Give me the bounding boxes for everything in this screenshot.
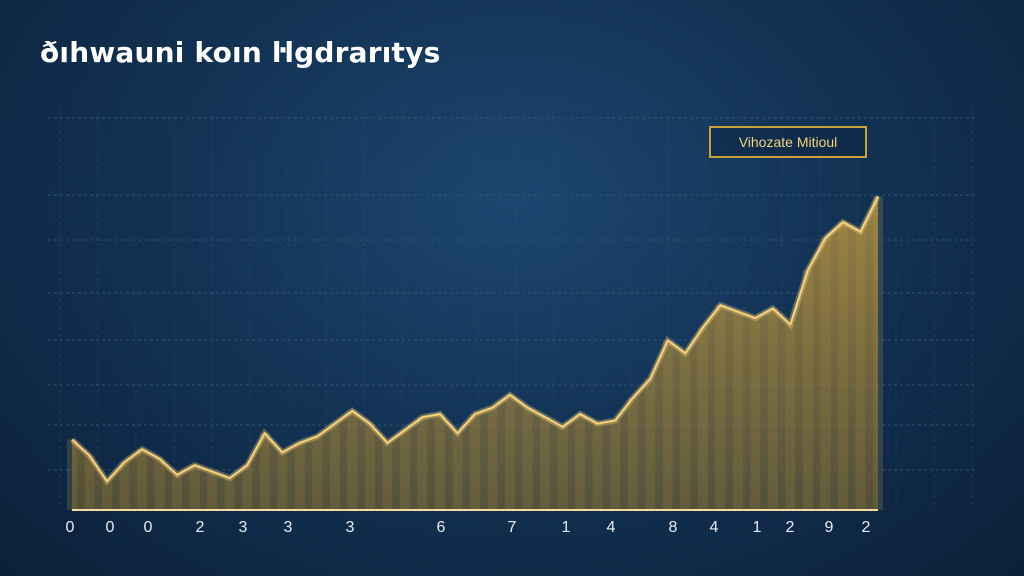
x-tick-label: 4 <box>710 519 719 536</box>
x-tick-label: 1 <box>562 519 571 536</box>
x-tick-label: 9 <box>825 519 834 536</box>
x-tick-label: 3 <box>284 519 293 536</box>
x-tick-label: 6 <box>437 519 446 536</box>
x-tick-label: 4 <box>607 519 616 536</box>
x-tick-label: 3 <box>239 519 248 536</box>
series-area <box>72 196 878 510</box>
chart-title: ðıhwauni koın ŀlgdrarıtys <box>40 36 441 69</box>
x-tick-label: 1 <box>753 519 762 536</box>
x-tick-label: 0 <box>144 519 153 536</box>
x-tick-label: 2 <box>196 519 205 536</box>
x-tick-label: 7 <box>508 519 517 536</box>
x-tick-label: 2 <box>786 519 795 536</box>
x-tick-label: 0 <box>66 519 75 536</box>
x-tick-label: 0 <box>106 519 115 536</box>
x-tick-labels: 0 0 0 2 3 3 3 6 7 1 4 8 4 1 2 9 2 <box>66 519 871 536</box>
x-tick-label: 3 <box>346 519 355 536</box>
x-tick-label: 8 <box>669 519 678 536</box>
legend-label: Vihozate Mitioul <box>738 134 838 150</box>
legend-box: Vihozate Mitioul <box>709 126 867 158</box>
x-tick-label: 2 <box>862 519 871 536</box>
series-line <box>71 195 879 483</box>
